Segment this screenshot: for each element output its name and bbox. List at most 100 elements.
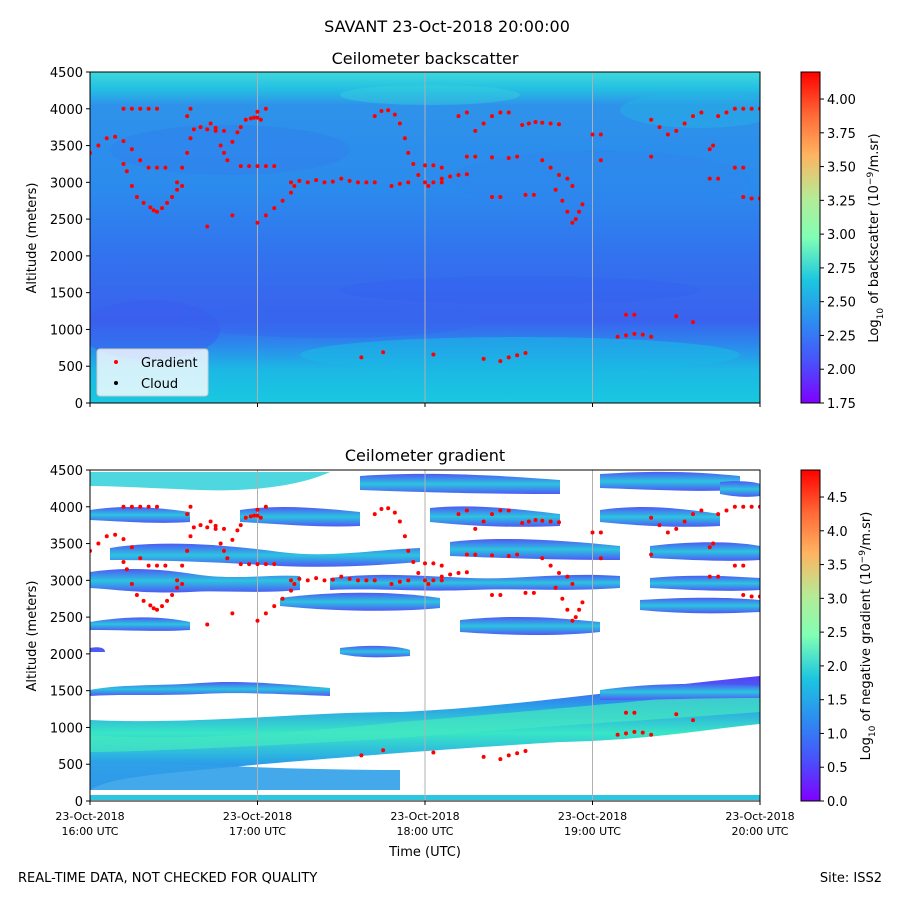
gradient-gradient-point: [292, 582, 297, 587]
gradient-ytick-label: 2500: [50, 611, 83, 626]
gradient-gradient-point: [138, 504, 143, 509]
backscatter-gradient-point: [540, 120, 545, 125]
gradient-ytick-label: 3000: [50, 574, 83, 589]
backscatter-gradient-point: [464, 172, 469, 177]
gradient-gradient-point: [411, 559, 416, 564]
backscatter-gradient-point: [121, 161, 126, 166]
backscatter-gradient-point: [741, 106, 746, 111]
gradient-gradient-point: [473, 552, 478, 557]
gradient-gradient-points: [90, 504, 760, 762]
gradient-gradient-point: [640, 730, 645, 735]
gradient-xtick-date-label: 23-Oct-2018: [55, 810, 124, 823]
gradient-ytick-label: 4000: [50, 501, 83, 516]
gradient-gradient-point: [392, 510, 397, 515]
gradient-gradient-point: [255, 618, 260, 623]
gradient-gradient-point: [121, 537, 126, 542]
gradient-gradient-point: [155, 607, 159, 612]
gradient-gradient-point: [506, 753, 511, 758]
gradient-gradient-point: [464, 552, 469, 557]
backscatter-gradient-point: [255, 115, 260, 120]
gradient-gradient-point: [490, 593, 494, 598]
gradient-gradient-point: [248, 514, 253, 519]
gradient-gradient-point: [506, 554, 511, 559]
backscatter-grid: [257, 72, 593, 403]
backscatter-gradient-point: [389, 184, 394, 189]
backscatter-gradient-point: [397, 121, 402, 126]
backscatter-gradient-point: [289, 190, 293, 195]
gradient-gradient-point: [657, 523, 662, 528]
gradient-gradient-point: [198, 523, 203, 528]
backscatter-gradient-point: [526, 121, 531, 126]
gradient-gradient-point: [255, 507, 260, 512]
gradient-gradient-point: [165, 598, 170, 603]
gradient-gradient-point: [665, 530, 670, 535]
backscatter-gradient-point: [141, 200, 146, 205]
gradient-gradient-point: [649, 732, 654, 737]
backscatter-gradient-point: [691, 114, 695, 119]
gradient-gradient-point: [632, 729, 637, 734]
gradient-gradient-point: [498, 593, 503, 598]
backscatter-gradient-point: [741, 195, 746, 200]
backscatter-gradient-point: [180, 165, 185, 170]
gradient-gradient-point: [180, 582, 185, 587]
backscatter-gradient-point: [533, 120, 538, 125]
gradient-gradient-point: [347, 576, 352, 581]
backscatter-gradient-point: [222, 128, 226, 133]
gradient-gradient-point: [716, 574, 721, 579]
gradient-gradient-point: [741, 504, 746, 509]
gradient-gradient-point: [565, 607, 570, 612]
gradient-gradient-point: [490, 512, 494, 517]
backscatter-gradient-point: [624, 312, 628, 317]
gradient-xtick-date-label: 23-Oct-2018: [223, 810, 292, 823]
backscatter-gradient-point: [247, 164, 252, 169]
gradient-gradient-point: [113, 532, 118, 537]
backscatter-gradient-point: [175, 180, 180, 185]
backscatter-gradient-point: [263, 106, 268, 111]
footer-disclaimer: REAL-TIME DATA, NOT CHECKED FOR QUALITY: [18, 871, 317, 886]
gradient-gradient-point: [330, 577, 335, 582]
backscatter-colorbar-tick-label: 1.75: [827, 397, 856, 412]
backscatter-gradient-point: [129, 106, 134, 111]
gradient-gradient-point: [339, 574, 344, 579]
backscatter-gradient-point: [691, 320, 695, 325]
backscatter-gradient-point: [570, 184, 575, 189]
gradient-gradient-point: [580, 600, 585, 605]
gradient-gradient-point: [96, 541, 101, 546]
backscatter-gradient-point: [235, 130, 240, 135]
backscatter-gradient-point: [741, 165, 746, 170]
gradient-gradient-point: [423, 561, 427, 566]
gradient-gradient-point: [402, 534, 407, 539]
backscatter-gradient-point: [506, 355, 511, 360]
gradient-gradient-point: [716, 512, 721, 517]
gradient-gradient-point: [423, 578, 427, 583]
gradient-gradient-point: [481, 754, 486, 759]
backscatter-gradient-point: [148, 205, 153, 210]
gradient-gradient-point: [272, 604, 277, 609]
backscatter-gradient-point: [657, 125, 662, 130]
backscatter-gradient-point: [238, 164, 243, 169]
backscatter-gradient-point: [716, 176, 721, 181]
backscatter-gradient-point: [615, 334, 620, 339]
backscatter-gradient-point: [188, 136, 193, 141]
gradient-gradient-point: [148, 603, 153, 608]
backscatter-gradient-point: [280, 198, 285, 203]
backscatter-gradient-point: [682, 121, 687, 126]
backscatter-gradient-point: [243, 117, 248, 122]
backscatter-gradient-point: [402, 136, 407, 141]
backscatter-gradient-point: [330, 179, 335, 184]
gradient-gradient-point: [138, 556, 143, 561]
gradient-gradient-point: [570, 582, 575, 587]
gradient-gradient-point: [515, 751, 520, 756]
backscatter-gradient-point: [372, 114, 377, 119]
backscatter-ylabel: Altitude (meters): [25, 183, 40, 294]
backscatter-gradient-point: [523, 350, 528, 355]
backscatter-gradient-point: [553, 187, 558, 192]
gradient-gradient-point: [163, 563, 168, 568]
backscatter-gradient-point: [160, 206, 165, 211]
figure-title: SAVANT 23-Oct-2018 20:00:00: [324, 17, 570, 36]
gradient-gradient-point: [682, 519, 687, 524]
gradient-gradient-point: [624, 710, 628, 715]
backscatter-gradient-point: [359, 355, 364, 360]
backscatter-gradient-point: [523, 192, 528, 197]
backscatter-gradient-point: [255, 220, 260, 225]
